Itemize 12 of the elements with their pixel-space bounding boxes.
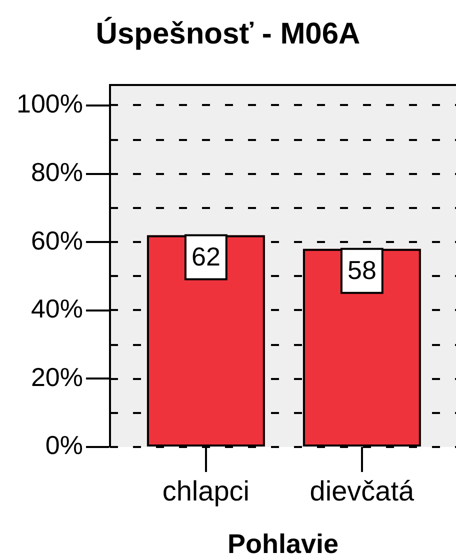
- chart-title: Úspešnosť - M06A: [96, 16, 360, 50]
- x-axis-title: Pohlavie: [227, 528, 339, 559]
- y-tick-label: 60%: [30, 225, 83, 256]
- y-tick-label: 20%: [30, 362, 83, 392]
- x-tick-label: dievčatá: [310, 476, 415, 507]
- data-label: 62: [191, 241, 220, 272]
- data-label: 58: [347, 255, 376, 286]
- x-tick-label: chlapci: [162, 476, 250, 507]
- y-tick-label: 0%: [45, 430, 83, 460]
- y-tick-label: 40%: [30, 294, 83, 324]
- y-tick-label: 80%: [30, 156, 83, 187]
- y-tick-label: 100%: [16, 88, 83, 119]
